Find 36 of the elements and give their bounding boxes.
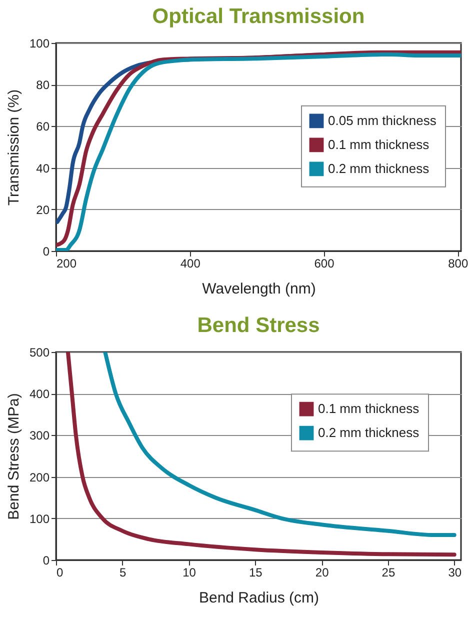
y-axis-title: Transmission (%) (5, 89, 22, 206)
y-tick-label: 100 (29, 512, 50, 526)
x-tick-label: 0 (56, 566, 64, 580)
y-tick-label: 80 (36, 78, 50, 92)
line-series (66, 352, 456, 557)
chart-title: Optical Transmission (152, 5, 365, 28)
legend-label: 0.2 mm thickness (318, 425, 420, 440)
y-tick-label: 300 (29, 428, 50, 443)
legend-label: 0.2 mm thickness (328, 160, 430, 176)
y-tick-label: 60 (36, 120, 50, 134)
x-tick-label: 20 (315, 566, 330, 580)
y-tick-label: 100 (29, 36, 50, 50)
y-tick-label: 500 (29, 346, 50, 360)
legend-label: 0.1 mm thickness (318, 401, 420, 416)
y-tick-label: 400 (29, 387, 50, 402)
x-tick-label: 5 (120, 566, 127, 580)
y-axis-title: Bend Stress (MPa) (5, 393, 22, 520)
x-tick-label: 200 (56, 256, 77, 270)
y-tick-label: 20 (36, 202, 50, 217)
y-tick-label: 40 (36, 161, 50, 176)
x-tick-label: 25 (382, 566, 396, 580)
x-tick-label: 400 (180, 256, 201, 270)
legend-label: 0.05 mm thickness (328, 112, 437, 128)
y-tick-label: 200 (29, 470, 50, 484)
legend-label: 0.1 mm thickness (328, 136, 430, 152)
y-tick-label: 0 (42, 244, 50, 258)
chart-title: Bend Stress (197, 314, 320, 337)
x-axis-title: Wavelength (nm) (202, 280, 316, 298)
x-tick-label: 15 (249, 566, 263, 580)
x-tick-label: 800 (448, 256, 468, 270)
x-tick-label: 600 (314, 256, 335, 270)
x-axis-title: Bend Radius (cm) (198, 590, 320, 606)
x-tick-label: 30 (448, 566, 462, 580)
line-series (103, 352, 456, 538)
y-tick-label: 0 (42, 554, 50, 568)
x-tick-label: 10 (182, 566, 196, 580)
